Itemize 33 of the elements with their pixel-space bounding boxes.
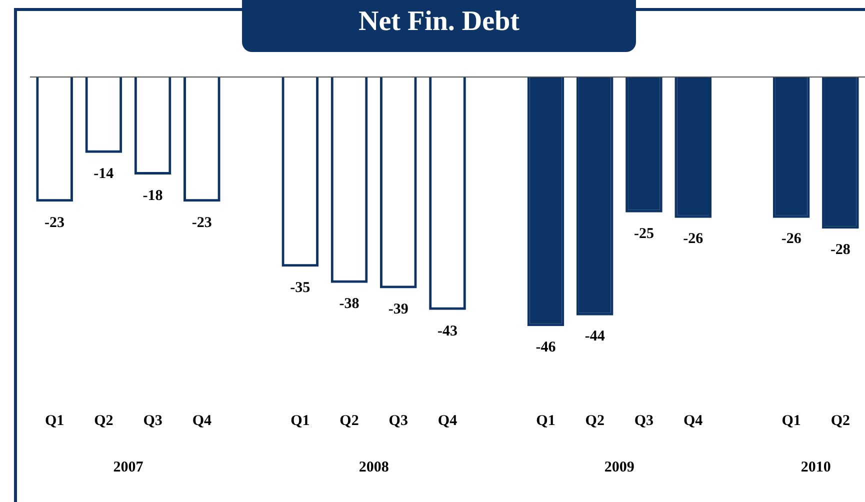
x-tick-label: Q3 [143,412,162,429]
data-label: -26 [683,231,704,248]
x-tick-label: Q1 [782,412,801,429]
data-label: -44 [584,328,606,345]
x-tick-label: Q1 [536,412,556,429]
x-tick-label: Q2 [340,412,359,429]
text: 2007 [113,459,144,476]
data-label: -23 [192,214,212,231]
x-tick-label: Q1 [290,412,310,429]
data-label: -26 [781,231,802,248]
x-tick-label: Q2 [94,412,114,429]
data-label: -25 [634,226,654,242]
data-label: -43 [438,323,458,340]
data-label: -39 [388,302,408,318]
data-label: -14 [94,166,114,182]
data-label: -35 [290,280,310,296]
text: 2008 [358,459,389,476]
data-label: -18 [142,188,163,204]
text: 2010 [800,459,831,476]
x-tick-label: Q4 [684,412,704,429]
data-label: -28 [830,242,850,258]
x-tick-label: Q4 [192,412,212,429]
x-tick-label: Q2 [830,412,850,429]
data-label: -46 [536,340,556,356]
x-tick-label: Q3 [634,412,654,429]
x-tick-label: Q3 [388,412,408,429]
chart-title: Net Fin. Debt [242,0,636,52]
x-tick-label: Q2 [585,412,604,429]
x-tick-label: Q1 [44,412,64,429]
data-label: -23 [44,214,65,231]
x-tick-label: Q4 [438,412,458,429]
text: 2009 [604,459,634,476]
data-label: -38 [339,296,360,312]
